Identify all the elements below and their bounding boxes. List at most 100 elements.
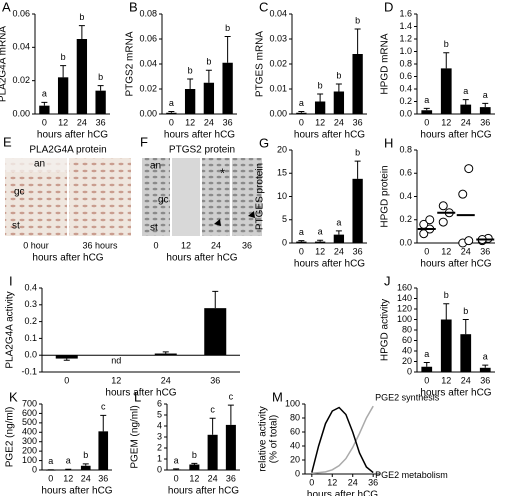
x-tick-label: 12 — [185, 117, 195, 127]
panel-letter: J — [384, 273, 391, 288]
bar — [98, 431, 109, 470]
y-tick-label: 0.0 — [399, 108, 412, 118]
y-axis-label: relative activity — [258, 406, 269, 472]
x-axis-label: hours after hCG — [164, 130, 235, 141]
y-axis-label: (% of total) — [269, 415, 280, 463]
x-tick-label: 24 — [348, 477, 358, 487]
image-caption: 36 hours — [82, 240, 118, 250]
value-label: nd — [111, 356, 121, 366]
dot — [438, 217, 448, 227]
error-bar — [482, 102, 489, 108]
bar — [166, 112, 177, 114]
significance-letter: b — [463, 306, 468, 316]
panel-letter: D — [384, 0, 393, 14]
y-tick-label: 0.00 — [139, 108, 157, 118]
region-label: an — [150, 161, 161, 172]
y-tick-label: 0.03 — [269, 33, 287, 43]
significance-letter: c — [210, 405, 215, 415]
y-tick-label: 40 — [290, 440, 300, 450]
y-tick-label: 0.02 — [12, 75, 30, 85]
significance-letter: a — [336, 217, 341, 227]
panel-letter: F — [140, 134, 148, 149]
significance-letter: a — [48, 456, 53, 466]
dot — [438, 201, 448, 211]
x-axis-label: hours after hCG — [420, 388, 491, 399]
image-caption: 36 — [242, 240, 252, 250]
significance-letter: a — [318, 227, 323, 237]
error-bar — [63, 358, 70, 361]
y-tick-label: 160 — [397, 282, 412, 292]
bar — [314, 241, 326, 243]
error-bar — [317, 93, 324, 102]
y-axis-label: PTGES protein — [255, 163, 266, 230]
y-tick-label: 0.4 — [399, 191, 412, 201]
y-tick-label: 40 — [402, 345, 412, 355]
error-bar — [335, 230, 342, 235]
y-tick-label: 20 — [277, 144, 287, 154]
micrograph — [172, 158, 200, 236]
bar — [333, 234, 345, 243]
y-axis-label: PGEM (ng/ml) — [130, 405, 141, 468]
panel-letter: M — [272, 389, 283, 404]
error-bar — [97, 85, 104, 91]
y-tick-label: 600 — [22, 408, 37, 418]
bar — [203, 82, 215, 114]
y-tick-label: 1.0 — [399, 46, 412, 56]
x-axis-label: hours after hCG — [32, 253, 103, 264]
error-bar — [78, 25, 85, 39]
x-tick-label: 24 — [204, 117, 214, 127]
y-tick-label: 0 — [157, 464, 162, 474]
y-tick-label: 0.00 — [269, 108, 287, 118]
bar — [207, 434, 218, 470]
y-tick-label: 60 — [290, 426, 300, 436]
bar — [440, 68, 452, 114]
x-tick-label: 36 — [480, 375, 490, 385]
y-tick-label: 0 — [407, 366, 412, 376]
significance-letter: c — [229, 391, 234, 401]
bar — [63, 469, 74, 471]
significance-letter: a — [299, 98, 304, 108]
micrograph — [69, 158, 131, 236]
y-tick-label: 0.04 — [12, 42, 30, 52]
y-tick-label: 0.02 — [139, 83, 157, 93]
y-tick-label: 3 — [157, 431, 162, 441]
image-caption: 0 hour — [23, 240, 49, 250]
line-label: PGE2 metabolism — [375, 470, 448, 480]
image-title: PTGS2 protein — [169, 145, 235, 156]
x-axis-label: hours after hCG — [37, 130, 108, 141]
y-axis-label: HPGD activity — [380, 299, 391, 361]
y-tick-label: 5 — [157, 409, 162, 419]
bar — [440, 319, 452, 372]
x-tick-label: 12 — [327, 477, 337, 487]
error-bar — [298, 240, 305, 242]
significance-letter: b — [336, 70, 341, 80]
panel-letter: B — [129, 0, 138, 14]
y-tick-label: 0.06 — [12, 8, 30, 18]
significance-letter: a — [42, 89, 47, 99]
y-tick-label: 0 — [295, 468, 300, 478]
bar — [80, 465, 91, 470]
x-tick-label: 0 — [42, 117, 47, 127]
x-tick-label: 24 — [461, 117, 471, 127]
dot — [425, 215, 435, 225]
y-tick-label: 300 — [22, 436, 37, 446]
region-label: * — [220, 165, 225, 180]
y-tick-label: 0.04 — [269, 8, 287, 18]
y-axis-label: PLA2G4A activity — [5, 291, 16, 368]
x-tick-label: 0 — [424, 246, 429, 256]
arrowhead — [214, 211, 255, 226]
bar — [352, 178, 363, 243]
panel-letter: H — [384, 135, 393, 150]
x-tick-label: 12 — [315, 117, 325, 127]
x-tick-label: 0 — [309, 477, 314, 487]
significance-letter: a — [483, 90, 488, 100]
significance-letter: b — [444, 290, 449, 300]
significance-letter: b — [444, 39, 449, 49]
region-label: gc — [158, 195, 169, 206]
bar — [184, 89, 196, 114]
error-bar — [168, 111, 175, 113]
x-tick-label: 12 — [111, 375, 121, 385]
y-tick-label: -0.1 — [21, 366, 37, 376]
x-axis-label: hours after hCG — [168, 486, 239, 496]
y-tick-label: 0.3 — [24, 299, 37, 309]
